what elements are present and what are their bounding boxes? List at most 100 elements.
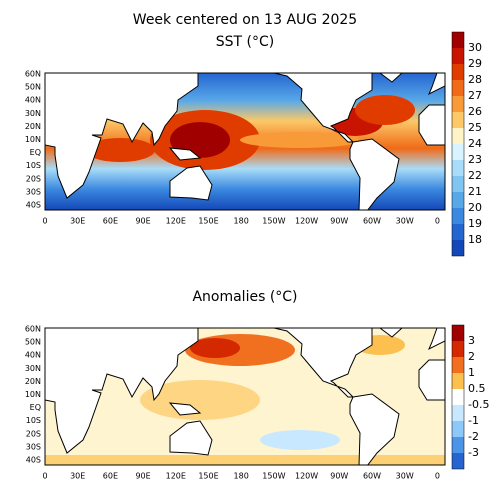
lon-label: 150W xyxy=(262,472,285,481)
colorbar-segment xyxy=(452,48,464,64)
lon-label: 0 xyxy=(435,217,440,226)
lon-label: 0 xyxy=(435,472,440,481)
lon-label: 180 xyxy=(234,472,249,481)
colorbar-label: -2 xyxy=(468,430,479,443)
colorbar-label: 27 xyxy=(468,89,482,102)
map-frame xyxy=(44,72,446,211)
colorbar-segment xyxy=(452,160,464,176)
colorbar-segment xyxy=(452,357,464,373)
lon-label: 90E xyxy=(135,217,150,226)
lon-label: 30E xyxy=(70,217,85,226)
lon-label: 60W xyxy=(363,472,381,481)
lon-label: 0 xyxy=(42,217,47,226)
anomaly-map xyxy=(45,328,445,465)
colorbar-label: 19 xyxy=(468,217,482,230)
lon-label: 150W xyxy=(262,217,285,226)
lat-label: 40S xyxy=(26,201,41,210)
colorbar-segment xyxy=(452,208,464,224)
colorbar-label: -3 xyxy=(468,446,479,459)
colorbar-segment xyxy=(452,96,464,112)
lat-label: 20S xyxy=(26,174,41,183)
colorbar-segment xyxy=(452,128,464,144)
colorbar-segment xyxy=(452,64,464,80)
lon-label: 30W xyxy=(396,472,414,481)
lon-label: 90W xyxy=(330,472,348,481)
lon-label: 120E xyxy=(166,472,186,481)
colorbar-label: 3 xyxy=(468,334,475,347)
panel-title: SST (°C) xyxy=(216,34,274,50)
colorbar-label: 26 xyxy=(468,105,482,118)
lat-label: 60N xyxy=(25,70,41,79)
lat-label: 10N xyxy=(25,135,41,144)
lat-label: 20S xyxy=(26,429,41,438)
lat-label: 60N xyxy=(25,325,41,334)
colorbar-segment xyxy=(452,325,464,341)
lat-label: 50N xyxy=(25,338,41,347)
lat-label: 40N xyxy=(25,351,41,360)
lon-label: 30E xyxy=(70,472,85,481)
colorbar-segment xyxy=(452,144,464,160)
lat-label: 30S xyxy=(26,187,41,196)
colorbar-label: -1 xyxy=(468,414,479,427)
lat-label: 20N xyxy=(25,122,41,131)
lon-label: 30W xyxy=(396,217,414,226)
lat-label: EQ xyxy=(30,403,41,412)
lon-label: 60E xyxy=(103,472,118,481)
colorbar-label: 2 xyxy=(468,350,475,363)
colorbar-segment xyxy=(452,389,464,405)
lat-label: 10N xyxy=(25,390,41,399)
lon-label: 120E xyxy=(166,217,186,226)
lon-label: 0 xyxy=(42,472,47,481)
lat-label: 50N xyxy=(25,83,41,92)
colorbar-segment xyxy=(452,192,464,208)
lon-label: 120W xyxy=(295,472,318,481)
panel-title: Anomalies (°C) xyxy=(192,289,297,305)
colorbar-label: 1 xyxy=(468,366,475,379)
colorbar-segment xyxy=(452,112,464,128)
map-frame xyxy=(44,327,446,466)
lon-label: 120W xyxy=(295,217,318,226)
colorbar-label: 30 xyxy=(468,41,482,54)
colorbar-segment xyxy=(452,453,464,469)
colorbar-segment xyxy=(452,405,464,421)
colorbar-label: 0.5 xyxy=(468,382,486,395)
lat-label: 10S xyxy=(26,161,41,170)
colorbar-segment xyxy=(452,421,464,437)
colorbar-segment xyxy=(452,240,464,256)
colorbar-segment xyxy=(452,341,464,357)
colorbar-label: -0.5 xyxy=(468,398,489,411)
lat-label: 40S xyxy=(26,456,41,465)
lat-label: EQ xyxy=(30,148,41,157)
colorbar-frame xyxy=(451,324,465,470)
colorbar-label: 28 xyxy=(468,73,482,86)
colorbar-label: 21 xyxy=(468,185,482,198)
colorbar-frame xyxy=(451,31,465,257)
lat-label: 30N xyxy=(25,364,41,373)
lat-label: 10S xyxy=(26,416,41,425)
lon-label: 90W xyxy=(330,217,348,226)
colorbar-label: 18 xyxy=(468,233,482,246)
lon-label: 60E xyxy=(103,217,118,226)
colorbar-label: 24 xyxy=(468,137,482,150)
figure-title: Week centered on 13 AUG 2025 xyxy=(133,12,357,28)
colorbar-segment xyxy=(452,373,464,389)
colorbar-label: 22 xyxy=(468,169,482,182)
colorbar-label: 25 xyxy=(468,121,482,134)
sst-map xyxy=(45,73,445,210)
colorbar-segment xyxy=(452,176,464,192)
lat-label: 30N xyxy=(25,109,41,118)
lon-label: 180 xyxy=(234,217,249,226)
lat-label: 30S xyxy=(26,442,41,451)
colorbar-segment xyxy=(452,80,464,96)
lon-label: 60W xyxy=(363,217,381,226)
colorbar-label: 23 xyxy=(468,153,482,166)
colorbar-label: 20 xyxy=(468,201,482,214)
lat-label: 20N xyxy=(25,377,41,386)
lon-label: 150E xyxy=(198,217,218,226)
lat-label: 40N xyxy=(25,96,41,105)
lon-label: 150E xyxy=(198,472,218,481)
colorbar-segment xyxy=(452,437,464,453)
colorbar-label: 29 xyxy=(468,57,482,70)
colorbar-segment xyxy=(452,32,464,48)
